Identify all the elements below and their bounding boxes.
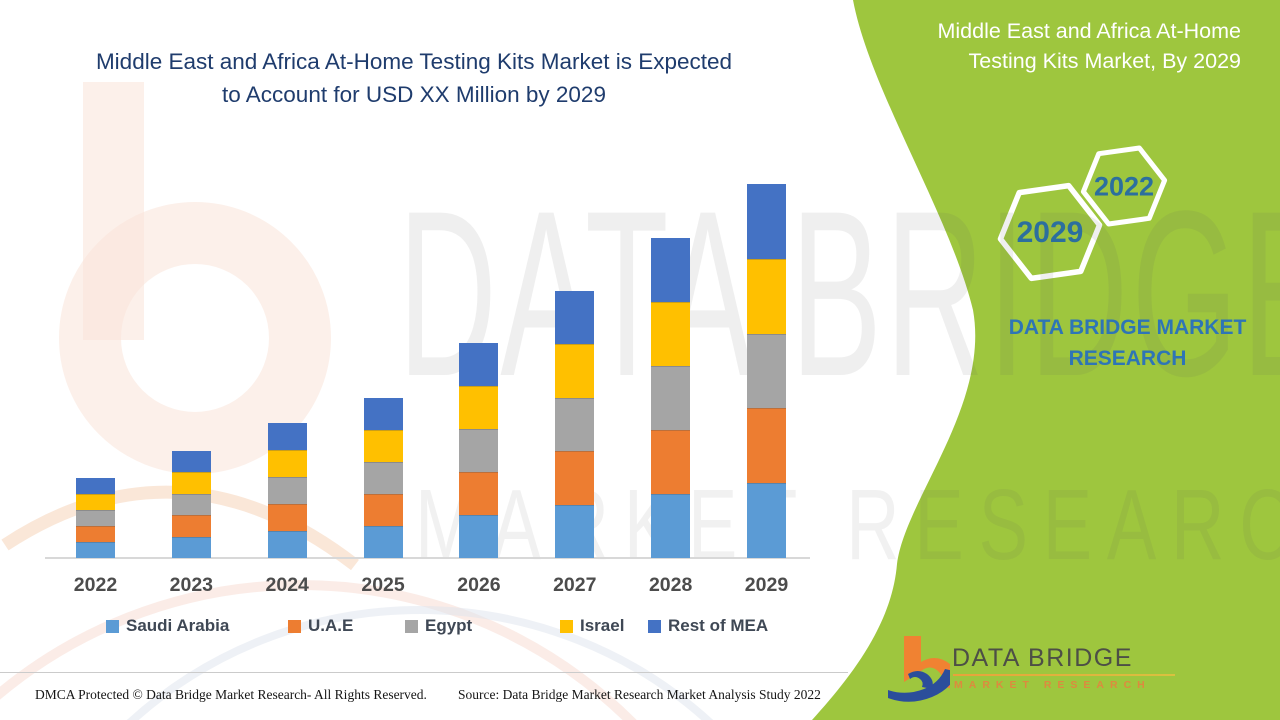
bar-segment-egypt — [746, 333, 786, 409]
bar-segment-egypt — [171, 493, 211, 516]
bar-segment-rest-of-mea — [459, 343, 499, 386]
bar-2029 — [746, 184, 786, 558]
company-logo: DATA BRIDGE MARKET RESEARCH — [886, 632, 1186, 702]
page-title-line2: to Account for USD XX Million by 2029 — [222, 82, 606, 107]
legend-marker-icon — [106, 619, 119, 633]
bar-segment-israel — [651, 302, 691, 366]
bar-segment-israel — [76, 494, 115, 510]
bar-2022 — [76, 478, 115, 558]
footer-source: Source: Data Bridge Market Research Mark… — [458, 687, 821, 702]
legend-marker-icon — [560, 619, 573, 633]
bar-segment-u-a-e — [267, 504, 307, 531]
bar-segment-egypt — [651, 366, 691, 430]
x-axis-label-2028: 2028 — [648, 574, 693, 596]
bar-2026 — [459, 343, 499, 558]
bar-segment-u-a-e — [171, 515, 211, 537]
x-axis-label-2029: 2029 — [744, 574, 789, 596]
legend-marker-icon — [288, 619, 301, 633]
bar-segment-saudi-arabia — [651, 494, 691, 558]
legend-item-rest-of-mea: Rest of MEA — [648, 616, 768, 636]
bar-segment-u-a-e — [746, 408, 786, 484]
bar-segment-egypt — [363, 462, 403, 494]
bar-segment-saudi-arabia — [555, 504, 595, 558]
page-title: Middle East and Africa At-Home Testing K… — [30, 45, 798, 111]
legend-item-saudi-arabia: Saudi Arabia — [106, 616, 229, 636]
bar-2027 — [555, 291, 595, 558]
bar-segment-saudi-arabia — [363, 526, 403, 558]
bar-segment-u-a-e — [363, 494, 403, 526]
legend-label: Saudi Arabia — [126, 616, 230, 635]
bar-segment-u-a-e — [459, 472, 499, 515]
bar-segment-rest-of-mea — [76, 478, 115, 494]
legend-label: U.A.E — [308, 616, 354, 635]
bar-segment-egypt — [267, 477, 307, 504]
bar-segment-saudi-arabia — [267, 531, 307, 558]
legend-item-u-a-e: U.A.E — [288, 616, 353, 636]
logo-tagline: MARKET RESEARCH — [954, 679, 1151, 691]
legend-label: Rest of MEA — [668, 616, 769, 635]
legend-item-israel: Israel — [560, 616, 624, 636]
legend-label: Israel — [580, 616, 625, 635]
legend-label: Egypt — [425, 616, 473, 635]
page-title-line1: Middle East and Africa At-Home Testing K… — [95, 49, 733, 74]
bar-2025 — [363, 398, 403, 558]
bar-segment-saudi-arabia — [459, 515, 499, 558]
bar-segment-israel — [171, 472, 211, 494]
legend-marker-icon — [405, 619, 418, 633]
bar-segment-rest-of-mea — [746, 184, 786, 259]
bar-segment-saudi-arabia — [746, 483, 786, 558]
bar-segment-israel — [746, 258, 786, 334]
bar-segment-israel — [363, 430, 403, 462]
bar-segment-rest-of-mea — [651, 238, 691, 302]
footer-copyright: DMCA Protected © Data Bridge Market Rese… — [35, 687, 427, 702]
bar-segment-saudi-arabia — [171, 536, 211, 558]
logo-divider — [953, 674, 1175, 676]
bar-segment-u-a-e — [76, 526, 115, 542]
legend-marker-icon — [648, 619, 661, 633]
bar-segment-saudi-arabia — [76, 542, 115, 558]
bar-2028 — [651, 238, 691, 558]
legend-item-egypt: Egypt — [405, 616, 472, 636]
logo-bowl-blue — [908, 671, 933, 689]
bar-segment-egypt — [459, 429, 499, 472]
bar-segment-u-a-e — [555, 451, 595, 505]
bar-segment-egypt — [76, 510, 115, 526]
bar-segment-israel — [555, 344, 595, 398]
bar-segment-rest-of-mea — [555, 291, 595, 345]
bar-segment-egypt — [555, 397, 595, 452]
logo-wordmark: DATA BRIDGE — [952, 644, 1133, 672]
x-axis-line — [45, 557, 810, 559]
data-bridge-logo-icon — [888, 636, 950, 702]
bar-segment-rest-of-mea — [363, 398, 403, 430]
bar-segment-israel — [459, 386, 499, 429]
bar-segment-u-a-e — [651, 430, 691, 494]
